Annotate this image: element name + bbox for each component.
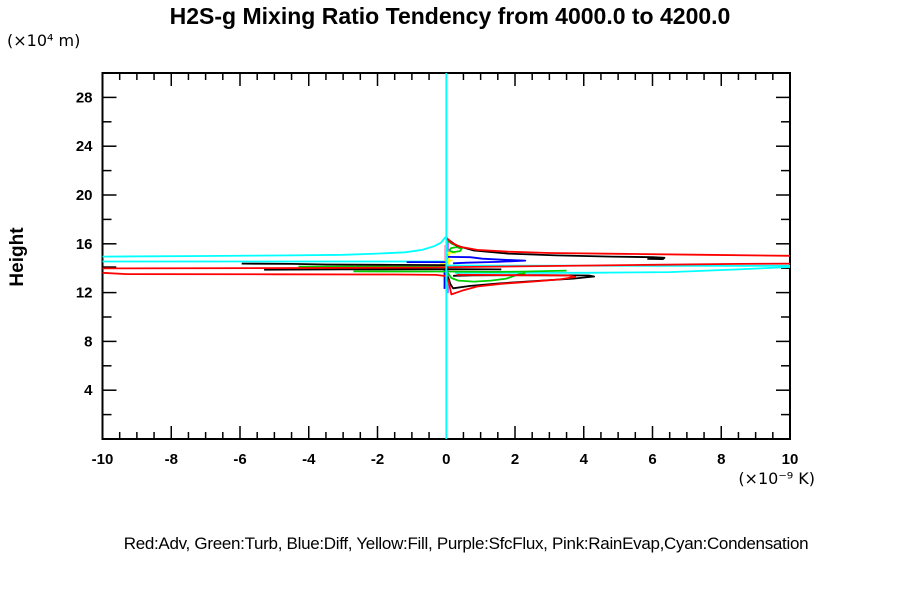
series-condensation-left-curve	[102, 235, 447, 258]
x-tick-label: -6	[233, 451, 246, 468]
series-turb-left-lower	[353, 269, 567, 273]
x-tick-label: -10	[92, 451, 114, 468]
x-tick-label: 6	[648, 451, 656, 468]
series-turb-loop	[448, 246, 463, 254]
x-tick-label: -4	[302, 451, 316, 468]
x-tick-label: 0	[442, 451, 450, 468]
legend-text: Red:Adv, Green:Turb, Blue:Diff, Yellow:F…	[123, 534, 809, 553]
y-axis-unit-label: (×10⁴ m)	[7, 31, 81, 50]
series-adv-top-right	[445, 236, 791, 257]
series-diff-right-zigzag	[447, 256, 527, 265]
y-tick-label: 28	[76, 89, 93, 106]
x-tick-label: -8	[165, 451, 178, 468]
y-tick-label: 12	[76, 285, 93, 302]
x-tick-label: 8	[717, 451, 725, 468]
series-adv-long	[102, 262, 791, 270]
x-tick-label: 2	[511, 451, 519, 468]
x-tick-label: 4	[580, 451, 589, 468]
chart-title: H2S-g Mixing Ratio Tendency from 4000.0 …	[169, 3, 731, 29]
series-net-left-stepped	[241, 262, 447, 266]
y-tick-label: 8	[84, 333, 92, 350]
x-axis-unit-label: (×10⁻⁹ K)	[738, 469, 815, 488]
x-tick-label: -2	[371, 451, 384, 468]
series-adv-lower	[102, 271, 577, 296]
y-tick-label: 4	[84, 382, 93, 399]
series-net-mid	[264, 268, 502, 271]
series-condensation-right-rise	[454, 266, 791, 274]
y-tick-label: 16	[76, 236, 93, 253]
x-tick-label: 10	[782, 451, 799, 468]
y-tick-label: 20	[76, 187, 93, 204]
y-tick-label: 24	[76, 138, 93, 155]
